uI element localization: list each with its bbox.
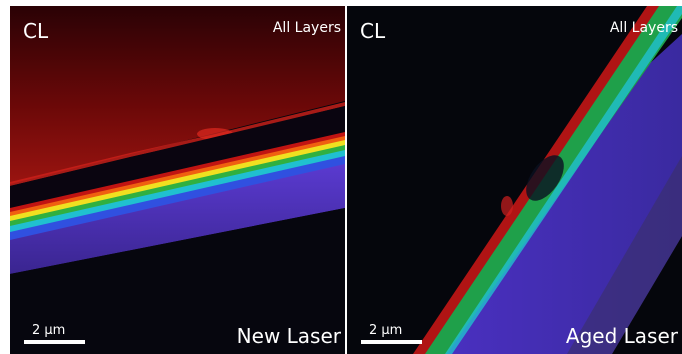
cl-micrograph-aged [347,6,682,354]
cyan-line [445,6,682,354]
caption: Aged Laser [565,324,678,348]
red-spot [501,196,513,216]
dark-band [10,106,345,212]
purple-layer [10,164,345,274]
mode-label: CL [360,19,386,43]
cl-image-aged-laser: CL All Layers 2 µm Aged Laser [347,6,682,354]
red-upper-region [10,6,345,184]
caption: New Laser [236,324,341,348]
scale-bar [24,340,85,344]
scale-label: 2 µm [369,323,403,338]
lower-right-region [567,156,682,354]
scale-bar [361,340,422,344]
layers-label: All Layers [609,20,678,36]
dark-bottom [10,208,345,354]
layers-label: All Layers [272,20,341,36]
scale-label: 2 µm [32,323,66,338]
mode-label: CL [23,19,49,43]
cl-image-new-laser: CL All Layers 2 µm New Laser [10,6,345,354]
red-edge-line [10,102,345,186]
cl-micrograph-new [10,6,345,354]
dark-defect [526,155,564,201]
